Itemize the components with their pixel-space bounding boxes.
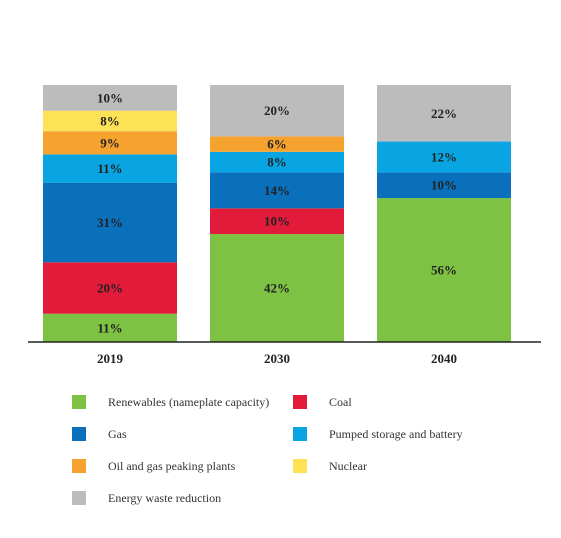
bar-segment-2040-energy-waste-reduction xyxy=(377,85,511,142)
legend-swatch-nuclear xyxy=(293,459,307,473)
legend-label-energy-waste-reduction: Energy waste reduction xyxy=(108,491,221,505)
data-label-2040-energy-waste-reduction: 22% xyxy=(431,106,457,121)
bar-segment-2030-renewables-nameplate-capacity xyxy=(210,234,344,342)
bar-segment-2030-gas xyxy=(210,172,344,209)
bar-segment-2030-pumped-storage-and-battery xyxy=(210,151,344,173)
category-labels: 2019 2030 2040 xyxy=(97,351,457,366)
data-label-2030-renewables-nameplate-capacity: 42% xyxy=(264,281,290,296)
legend-label-gas: Gas xyxy=(108,427,127,441)
legend-label-pumped-storage-and-battery: Pumped storage and battery xyxy=(329,427,463,441)
bar-segment-2040-pumped-storage-and-battery xyxy=(377,141,511,173)
data-label-2019-renewables-nameplate-capacity: 11% xyxy=(97,320,122,335)
bar-segment-2019-coal xyxy=(43,262,177,314)
bars-layer: 11% 20% 31% 11% 9% 8% 10% 42% 10% 14% 8% 6% 20% 56% 10… xyxy=(43,85,511,342)
data-label-2030-oil-and-gas-peaking-plants: 6% xyxy=(267,137,287,152)
legend-label-nuclear: Nuclear xyxy=(329,459,367,473)
x-tick-label-2019: 2019 xyxy=(97,351,124,366)
legend-swatch-renewables-nameplate-capacity xyxy=(72,395,86,409)
legend-swatch-gas xyxy=(72,427,86,441)
legend-label-coal: Coal xyxy=(329,395,352,409)
legend-label-renewables-nameplate-capacity: Renewables (nameplate capacity) xyxy=(108,395,269,409)
x-tick-label-2040: 2040 xyxy=(431,351,457,366)
x-tick-label-2030: 2030 xyxy=(264,351,290,366)
data-label-2019-nuclear: 8% xyxy=(100,113,120,128)
data-label-2030-energy-waste-reduction: 20% xyxy=(264,103,290,118)
data-label-2030-pumped-storage-and-battery: 8% xyxy=(267,155,287,170)
data-label-2040-pumped-storage-and-battery: 12% xyxy=(431,149,457,164)
legend-swatch-coal xyxy=(293,395,307,409)
bar-segment-2019-oil-and-gas-peaking-plants xyxy=(43,131,177,155)
bar-segment-2040-renewables-nameplate-capacity xyxy=(377,198,511,342)
bar-segment-2019-nuclear xyxy=(43,110,177,132)
bar-segment-2019-pumped-storage-and-battery xyxy=(43,154,177,183)
bar-segment-2030-energy-waste-reduction xyxy=(210,85,344,137)
bar-segment-2019-renewables-nameplate-capacity xyxy=(43,313,177,342)
legend: Renewables (nameplate capacity) Coal Gas Pu… xyxy=(72,395,463,505)
bar-segment-2030-oil-and-gas-peaking-plants xyxy=(210,136,344,152)
data-label-2030-gas: 14% xyxy=(264,183,290,198)
legend-swatch-pumped-storage-and-battery xyxy=(293,427,307,441)
bar-segment-2019-energy-waste-reduction xyxy=(43,85,177,111)
legend-swatch-energy-waste-reduction xyxy=(72,491,86,505)
data-label-2030-coal: 10% xyxy=(264,214,290,229)
data-label-2019-gas: 31% xyxy=(97,215,123,230)
data-label-2019-coal: 20% xyxy=(97,281,123,296)
bar-segment-2030-coal xyxy=(210,208,344,235)
bar-segment-2040-gas xyxy=(377,172,511,199)
data-label-2019-pumped-storage-and-battery: 11% xyxy=(97,161,122,176)
data-label-2019-energy-waste-reduction: 10% xyxy=(97,90,123,105)
data-label-2019-oil-and-gas-peaking-plants: 9% xyxy=(100,135,120,150)
data-label-2040-renewables-nameplate-capacity: 56% xyxy=(431,263,457,278)
legend-swatch-oil-and-gas-peaking-plants xyxy=(72,459,86,473)
legend-label-oil-and-gas-peaking-plants: Oil and gas peaking plants xyxy=(108,459,236,473)
bar-segment-2019-gas xyxy=(43,182,177,263)
data-label-2040-gas: 10% xyxy=(431,178,457,193)
